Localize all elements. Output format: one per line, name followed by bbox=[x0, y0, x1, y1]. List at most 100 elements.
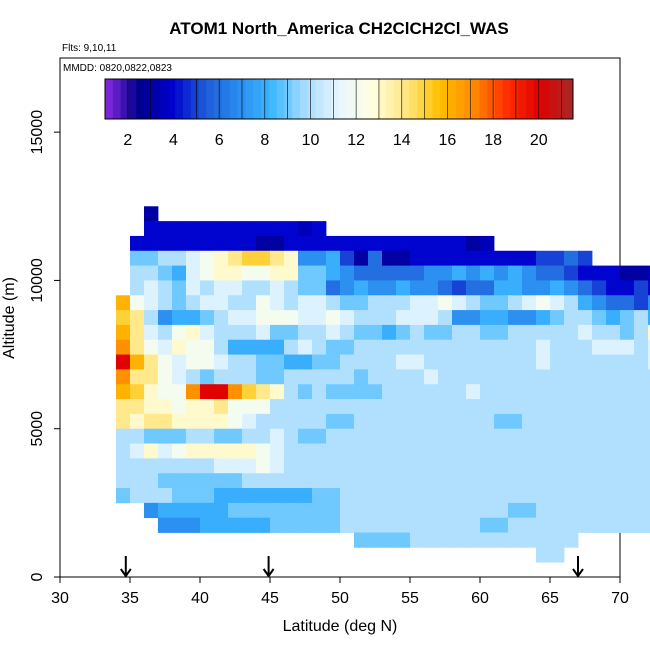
heatmap-cell bbox=[312, 458, 327, 474]
heatmap-cell bbox=[634, 265, 649, 281]
heatmap-cell bbox=[564, 250, 579, 266]
heatmap-cell bbox=[228, 354, 243, 370]
heatmap-cell bbox=[438, 502, 453, 519]
heatmap-cell bbox=[452, 280, 467, 296]
heatmap-cell bbox=[144, 235, 159, 252]
heatmap-cell bbox=[186, 250, 201, 266]
heatmap-cell bbox=[200, 280, 215, 296]
y-tick-label: 5000 bbox=[29, 411, 46, 447]
heatmap-cell bbox=[270, 413, 285, 430]
heatmap-cell bbox=[228, 250, 243, 266]
heatmap-cell bbox=[424, 473, 439, 489]
heatmap-cell bbox=[242, 399, 257, 415]
heatmap-cell bbox=[186, 369, 201, 385]
heatmap-cell bbox=[382, 443, 397, 459]
heatmap-cell bbox=[228, 473, 243, 489]
heatmap-cell bbox=[634, 413, 649, 430]
heatmap-cell bbox=[508, 532, 523, 548]
heatmap-cell bbox=[158, 473, 173, 489]
colorbar-segment bbox=[253, 79, 262, 119]
heatmap-cell bbox=[298, 517, 313, 533]
colorbar-segment bbox=[424, 79, 434, 119]
heatmap-cell bbox=[606, 443, 621, 459]
heatmap-cell bbox=[466, 339, 481, 355]
heatmap-cell bbox=[158, 502, 173, 519]
x-axis-label: Latitude (deg N) bbox=[283, 618, 398, 635]
heatmap-cell bbox=[270, 488, 285, 504]
heatmap-cell bbox=[522, 443, 537, 459]
x-tick-label: 30 bbox=[51, 590, 69, 607]
heatmap-cell bbox=[648, 339, 650, 355]
heatmap-cell bbox=[550, 473, 565, 489]
heatmap-cell bbox=[354, 324, 369, 341]
colorbar-segment bbox=[346, 79, 356, 119]
heatmap-cell bbox=[438, 488, 453, 504]
heatmap-cell bbox=[158, 517, 173, 533]
heatmap-cell bbox=[242, 280, 257, 296]
heatmap-cell bbox=[284, 399, 299, 415]
heatmap-cell bbox=[550, 369, 565, 385]
heatmap-cell bbox=[480, 384, 495, 400]
heatmap-cell bbox=[536, 280, 551, 296]
heatmap-cell bbox=[550, 295, 565, 311]
heatmap-cell bbox=[648, 413, 650, 430]
colorbar-segment bbox=[307, 79, 317, 119]
heatmap-cell bbox=[298, 473, 313, 489]
heatmap-cell bbox=[466, 354, 481, 370]
heatmap-cell bbox=[620, 399, 635, 415]
heatmap-cell bbox=[340, 428, 355, 444]
heatmap-cell bbox=[298, 250, 313, 266]
colorbar-segment bbox=[206, 79, 215, 119]
heatmap-cell bbox=[438, 532, 453, 548]
heatmap-cell bbox=[186, 324, 201, 341]
heatmap-cell bbox=[620, 369, 635, 385]
heatmap-cell bbox=[158, 324, 173, 341]
heatmap-cell bbox=[452, 458, 467, 474]
heatmap-cell bbox=[494, 369, 509, 385]
heatmap-cell bbox=[158, 369, 173, 385]
heatmap-cell bbox=[298, 458, 313, 474]
heatmap-cell bbox=[508, 384, 523, 400]
heatmap-cell bbox=[606, 369, 621, 385]
heatmap-cell bbox=[144, 458, 159, 474]
heatmap-cell bbox=[480, 399, 495, 415]
heatmap-cell bbox=[172, 502, 187, 519]
heatmap-cell bbox=[340, 339, 355, 355]
heatmap-cell bbox=[410, 502, 425, 519]
colorbar-segment bbox=[393, 79, 402, 119]
heatmap-cell bbox=[354, 265, 369, 281]
heatmap-cell bbox=[536, 354, 551, 370]
heatmap-cell bbox=[550, 488, 565, 504]
heatmap-cell bbox=[494, 265, 509, 281]
heatmap-cell bbox=[494, 532, 509, 548]
heatmap-cell bbox=[606, 265, 621, 281]
heatmap-cell bbox=[578, 443, 593, 459]
heatmap-cell bbox=[452, 295, 467, 311]
heatmap-cell bbox=[536, 310, 551, 326]
heatmap-cell bbox=[172, 280, 187, 296]
heatmap-cell bbox=[298, 235, 313, 252]
heatmap-cell bbox=[228, 443, 243, 459]
heatmap-cell bbox=[536, 265, 551, 281]
colorbar-segment bbox=[417, 79, 426, 119]
heatmap-cell bbox=[536, 428, 551, 444]
heatmap-cell bbox=[284, 502, 299, 519]
heatmap-cell bbox=[480, 324, 495, 341]
heatmap-cell bbox=[144, 250, 159, 266]
heatmap-cell bbox=[396, 250, 411, 266]
heatmap-cell bbox=[424, 399, 439, 415]
heatmap-cell bbox=[256, 384, 271, 400]
heatmap-cell bbox=[522, 250, 537, 266]
heatmap-cell bbox=[214, 458, 229, 474]
heatmap-cell bbox=[242, 443, 257, 459]
heatmap-cell bbox=[354, 532, 369, 548]
heatmap-cell bbox=[550, 324, 565, 341]
y-tick-label: 0 bbox=[29, 572, 46, 581]
heatmap-cell bbox=[438, 428, 453, 444]
heatmap-cell bbox=[186, 310, 201, 326]
heatmap-cell bbox=[508, 473, 523, 489]
heatmap-cell bbox=[466, 458, 481, 474]
heatmap-cell bbox=[648, 310, 650, 326]
heatmap-cell bbox=[606, 280, 621, 296]
heatmap-cell bbox=[312, 517, 327, 533]
